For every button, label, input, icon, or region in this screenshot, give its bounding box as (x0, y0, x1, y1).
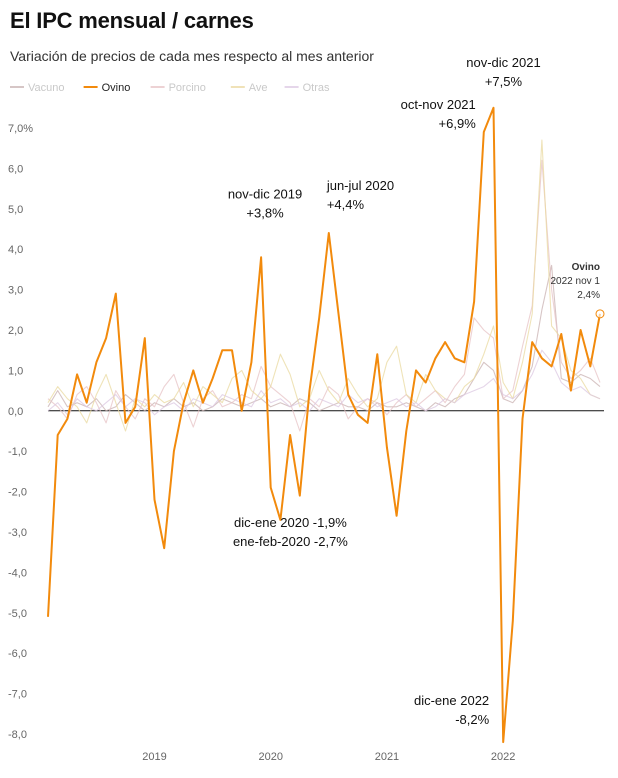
x-tick-label-1: 2020 (258, 751, 282, 763)
annotation-0-line-0: nov-dic 2021 (466, 55, 540, 70)
chart-title: El IPC mensual / carnes (10, 8, 254, 33)
y-tick-label-3: 4,0 (8, 244, 23, 256)
y-tick-label-2: 5,0 (8, 204, 23, 216)
series-end-point-ovino (595, 309, 605, 319)
y-tick-label-7: 0,0 (8, 406, 23, 418)
end-label-value: 2,4% (577, 290, 600, 301)
annotation-3-line-0: jun-jul 2020 (326, 178, 394, 193)
annotation-5-line-0: dic-ene 2022 (414, 693, 489, 708)
annotation-4-line-0: dic-ene 2020 -1,9% (234, 515, 347, 530)
chart-subtitle: Variación de precios de cada mes respect… (10, 48, 374, 64)
series-line-vacuno (47, 264, 601, 412)
annotation-2-line-1: +3,8% (246, 205, 284, 220)
series-line-ovino (47, 106, 601, 744)
legend-label-otras: Otras (303, 82, 330, 94)
y-tick-label-9: -2,0 (8, 487, 27, 499)
end-label-date: 2022 nov 1 (551, 276, 601, 287)
annotation-2-line-0: nov-dic 2019 (228, 186, 302, 201)
series-line-otras (47, 349, 601, 416)
annotation-4-line-1: ene-feb-2020 -2,7% (233, 534, 348, 549)
y-tick-label-4: 3,0 (8, 285, 23, 297)
legend-label-vacuno: Vacuno (28, 82, 65, 94)
y-tick-label-15: -8,0 (8, 729, 27, 741)
y-tick-label-14: -7,0 (8, 689, 27, 701)
y-tick-label-6: 1,0 (8, 365, 23, 377)
annotation-5-line-1: -8,2% (455, 712, 489, 727)
annotation-0-line-1: +7,5% (485, 74, 523, 89)
x-tick-label-3: 2022 (491, 751, 515, 763)
series-line-porcino (47, 159, 601, 432)
legend-label-ovino: Ovino (102, 82, 131, 94)
end-label-name: Ovino (572, 262, 600, 273)
legend-label-porcino: Porcino (169, 82, 206, 94)
y-tick-label-12: -5,0 (8, 608, 27, 620)
annotation-1-line-0: oct-nov 2021 (401, 97, 476, 112)
y-tick-label-11: -4,0 (8, 567, 27, 579)
y-tick-label-13: -6,0 (8, 648, 27, 660)
y-tick-label-8: -1,0 (8, 446, 27, 458)
x-tick-label-2: 2021 (375, 751, 399, 763)
y-tick-label-10: -3,0 (8, 527, 27, 539)
legend-label-ave: Ave (249, 82, 268, 94)
y-tick-label-0: 7,0% (8, 123, 33, 135)
y-tick-label-5: 2,0 (8, 325, 23, 337)
annotation-3-line-1: +4,4% (327, 197, 365, 212)
y-tick-label-1: 6,0 (8, 163, 23, 175)
annotation-1-line-1: +6,9% (439, 116, 477, 131)
x-tick-label-0: 2019 (142, 751, 166, 763)
series-line-ave (47, 139, 601, 432)
